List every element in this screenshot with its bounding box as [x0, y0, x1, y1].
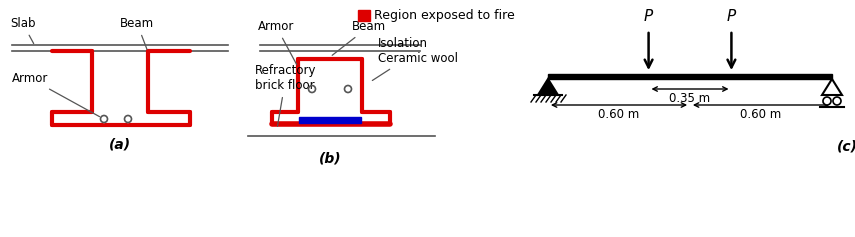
Text: Armor: Armor — [258, 20, 297, 64]
Text: 0.60 m: 0.60 m — [598, 108, 640, 121]
Bar — [548, 74, 832, 79]
Text: P: P — [727, 9, 736, 24]
Circle shape — [823, 97, 831, 105]
Text: (b): (b) — [319, 152, 341, 166]
Text: Region exposed to fire: Region exposed to fire — [374, 9, 515, 22]
Polygon shape — [822, 79, 842, 95]
Text: Beam: Beam — [333, 20, 386, 55]
Bar — [299, 117, 361, 123]
Text: P: P — [644, 9, 653, 24]
Text: Slab: Slab — [10, 17, 36, 44]
Circle shape — [101, 115, 108, 123]
Polygon shape — [538, 79, 558, 95]
Text: Beam: Beam — [120, 17, 154, 49]
Text: (a): (a) — [109, 137, 131, 151]
Circle shape — [125, 115, 132, 123]
Text: Isolation
Ceramic wool: Isolation Ceramic wool — [372, 37, 458, 81]
Text: Refractory
brick floor: Refractory brick floor — [255, 64, 316, 126]
Circle shape — [345, 86, 351, 92]
Text: Armor: Armor — [12, 72, 99, 117]
Circle shape — [309, 86, 315, 92]
Circle shape — [833, 97, 841, 105]
Text: 0.60 m: 0.60 m — [740, 108, 781, 121]
Bar — [358, 10, 370, 21]
Text: 0.35 m: 0.35 m — [669, 92, 711, 105]
Text: (c): (c) — [836, 140, 855, 154]
